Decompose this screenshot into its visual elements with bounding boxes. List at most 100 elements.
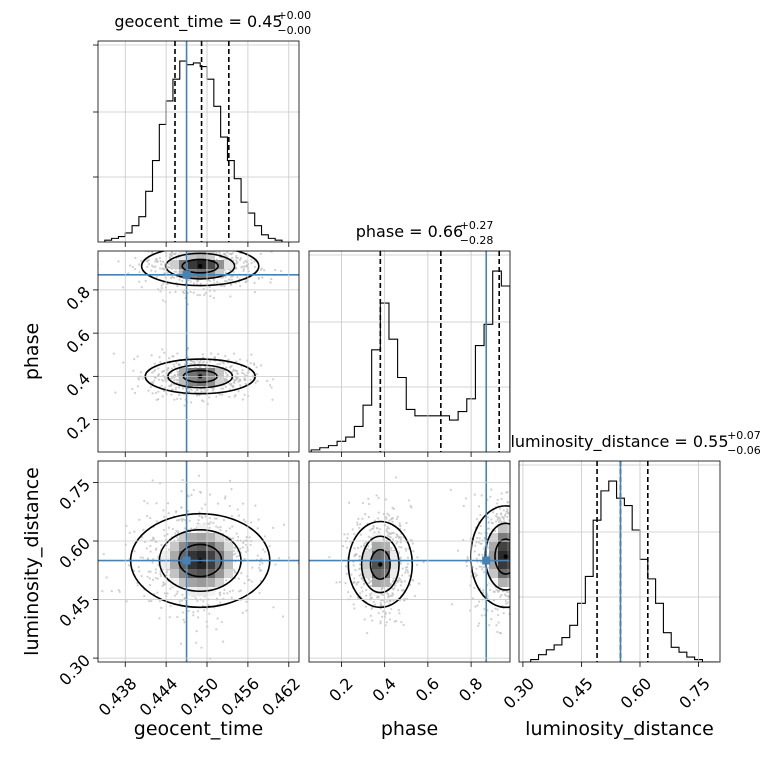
sample-point — [344, 582, 347, 585]
density-cell — [206, 569, 215, 578]
sample-point — [513, 589, 515, 591]
sample-point — [531, 525, 533, 527]
sample-point — [521, 591, 523, 593]
sample-point — [217, 352, 220, 356]
sample-point — [259, 579, 262, 583]
sample-point — [193, 236, 195, 238]
sample-point — [527, 558, 529, 560]
sample-point — [244, 243, 246, 245]
density-cell — [381, 569, 390, 578]
density-cell — [372, 551, 381, 560]
sample-point — [155, 238, 157, 240]
sample-point — [515, 574, 517, 576]
sample-point — [197, 474, 201, 477]
sample-point — [512, 574, 514, 576]
sample-point — [514, 507, 516, 509]
sample-point — [550, 624, 552, 626]
sample-point — [181, 387, 185, 390]
sample-point — [395, 536, 398, 539]
sample-point — [490, 618, 493, 621]
sample-point — [527, 566, 529, 568]
sample-point — [227, 358, 230, 361]
sample-point — [377, 612, 380, 615]
sample-point — [369, 594, 372, 597]
sample-point — [490, 521, 493, 525]
sample-point — [533, 578, 535, 580]
sample-point — [230, 247, 232, 249]
sample-point — [260, 267, 264, 270]
sample-point — [163, 376, 166, 379]
sample-point — [528, 540, 530, 542]
sample-point — [510, 607, 512, 609]
sample-point — [212, 521, 215, 525]
contour-line — [494, 538, 510, 575]
sample-point — [464, 497, 468, 500]
sample-point — [208, 517, 211, 520]
sample-point — [163, 592, 167, 595]
sample-point — [480, 542, 483, 545]
sample-point — [239, 257, 243, 260]
hist-panel-luminosity-distance — [519, 461, 720, 662]
sample-point — [516, 548, 518, 550]
sample-point — [229, 283, 233, 286]
y-axis-label-phase: phase — [21, 323, 43, 380]
sample-point — [535, 554, 537, 556]
sample-point — [478, 553, 481, 556]
sample-point — [400, 621, 403, 624]
sample-point — [225, 538, 228, 542]
sample-point — [359, 533, 363, 536]
sample-point — [151, 392, 154, 395]
sample-point — [166, 502, 170, 505]
sample-point — [258, 566, 261, 570]
density-cell — [170, 260, 179, 269]
sample-point — [519, 533, 521, 535]
sample-point — [349, 595, 352, 598]
sample-point — [155, 502, 158, 505]
sample-point — [338, 581, 342, 584]
sample-point — [399, 536, 403, 539]
density-cell — [363, 551, 372, 560]
sample-point — [177, 530, 180, 533]
sample-point — [514, 561, 516, 563]
sample-point — [192, 488, 195, 492]
sample-point — [353, 547, 356, 550]
sample-point — [528, 559, 530, 561]
sample-point — [515, 576, 517, 578]
sample-point — [198, 514, 201, 518]
density-cell — [161, 551, 170, 560]
sample-point — [341, 544, 345, 548]
sample-point — [367, 515, 370, 519]
sample-point — [529, 574, 531, 576]
sample-point — [187, 248, 189, 250]
sample-point — [161, 584, 164, 587]
sample-point — [506, 601, 509, 604]
histogram-phase — [310, 270, 510, 452]
density-cell — [188, 560, 197, 569]
sample-point — [228, 252, 231, 256]
sample-point — [240, 266, 243, 269]
sample-point — [131, 387, 134, 391]
x-tick-label: 0.4 — [369, 674, 400, 705]
sample-point — [222, 239, 224, 241]
sample-point — [352, 564, 355, 567]
sample-point — [159, 290, 162, 293]
sample-point — [132, 369, 135, 372]
sample-point — [176, 284, 179, 288]
sample-point — [365, 541, 368, 544]
sample-point — [129, 264, 132, 267]
sample-point — [353, 607, 356, 610]
sample-point — [236, 508, 239, 511]
sample-point — [131, 265, 134, 269]
sample-point — [352, 603, 355, 606]
sample-point — [488, 527, 491, 530]
sample-point — [157, 390, 160, 393]
sample-point — [487, 516, 490, 519]
sample-point — [498, 507, 502, 510]
sample-point — [523, 578, 525, 580]
sample-point — [244, 543, 247, 546]
sample-point — [226, 245, 228, 247]
sample-point — [270, 386, 273, 389]
sample-point — [237, 390, 240, 393]
sample-point — [194, 597, 197, 600]
sample-point — [233, 352, 236, 355]
